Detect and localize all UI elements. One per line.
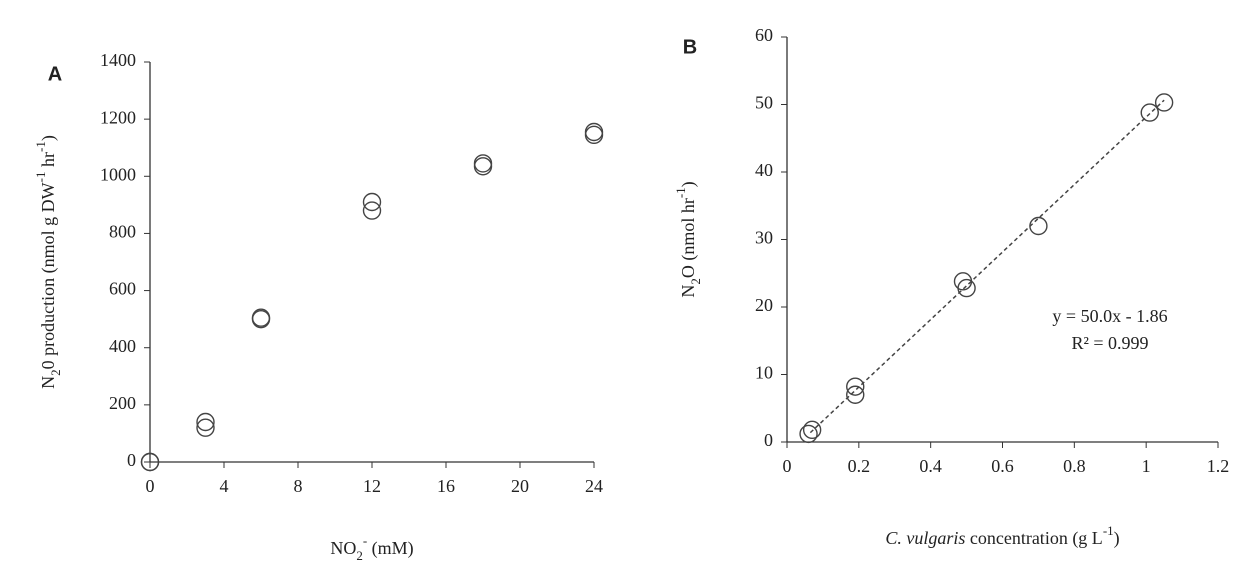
x-axis-label: C. vulgaris concentration (g L-1) [885,523,1119,549]
label-part: 2 [48,369,63,376]
label-part: concentration (g L [965,528,1102,549]
label-part: 0 production (nmol g DW [38,182,59,369]
y-tick-label: 0 [764,430,773,450]
point [251,309,271,329]
point [196,412,215,432]
trendline [809,99,1165,434]
y-tick-label: 400 [109,336,136,356]
label-part: 2 [356,548,363,563]
y-axis-label: N2O (nmol hr-1) [673,181,703,297]
y-tick-label: 40 [755,160,773,180]
label-part: 2 [688,278,703,285]
point [957,278,976,298]
point [846,377,865,396]
annotation: R² = 0.999 [1071,333,1148,353]
label-part: NO [330,538,356,558]
x-tick-label: 0.2 [848,456,871,476]
y-tick-label: 1000 [100,164,136,184]
y-tick-label: 20 [755,295,773,315]
y-tick-label: 1200 [100,107,136,127]
x-tick-label: 20 [511,476,529,496]
y-tick-label: 10 [755,363,773,383]
point [846,385,865,404]
label-part: -1 [673,187,688,198]
label-part: ) [1114,528,1120,549]
x-axis-label: NO2- (mM) [330,533,413,563]
x-tick-label: 16 [437,476,455,496]
label-part: ) [38,135,59,141]
panel-label: B [683,36,697,58]
label-part: (mM) [367,538,414,559]
point [584,125,604,145]
y-tick-label: 0 [127,450,136,470]
x-tick-label: 0 [146,476,155,496]
point [953,272,973,291]
x-tick-label: 12 [363,476,381,496]
label-part: -1 [33,141,48,152]
point [362,192,382,212]
point [802,420,822,440]
y-tick-label: 200 [109,393,136,413]
x-tick-label: 1 [1142,456,1151,476]
label-part: N [678,285,698,298]
point [1154,93,1174,112]
point [251,308,271,327]
label-part: O (nmol hr [678,198,699,278]
x-tick-label: 0.4 [919,456,942,476]
point [1029,216,1048,236]
x-tick-label: 0.6 [991,456,1014,476]
y-tick-label: 1400 [100,50,136,70]
label-part: -1 [1103,523,1114,538]
y-tick-label: 800 [109,222,136,242]
y-axis-label: N20 production (nmol g DW-1 hr-1) [33,135,63,389]
point [799,424,818,444]
panel-label: A [48,63,62,85]
x-tick-label: 4 [220,476,229,496]
x-tick-label: 24 [585,476,603,496]
label-part: -1 [33,172,48,183]
point [362,201,382,220]
x-tick-label: 0.8 [1063,456,1086,476]
y-tick-label: 600 [109,279,136,299]
label-part: ) [678,181,699,187]
point [1140,103,1159,122]
point [196,418,215,437]
y-tick-label: 60 [755,25,773,45]
label-part: N [38,376,58,389]
annotation: y = 50.0x - 1.86 [1052,306,1167,326]
label-part: hr [38,152,58,172]
label-part: - [363,533,367,548]
x-tick-label: 1.2 [1207,456,1230,476]
label-part: C. vulgaris [885,528,965,548]
point [473,157,493,176]
x-tick-label: 8 [294,476,303,496]
y-tick-label: 50 [755,93,773,113]
x-tick-label: 0 [783,456,792,476]
point [140,452,160,472]
y-tick-label: 30 [755,228,773,248]
